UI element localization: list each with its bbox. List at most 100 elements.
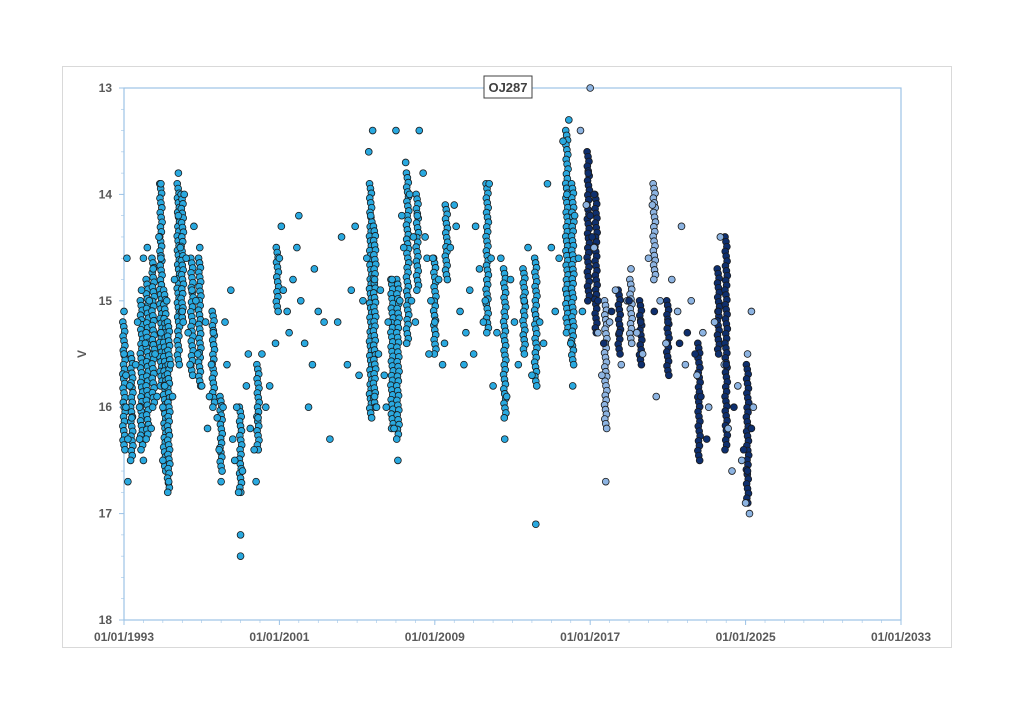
- data-point: [170, 275, 179, 284]
- band-point: [616, 350, 624, 358]
- data-point: [741, 499, 750, 507]
- data-point: [409, 233, 418, 241]
- data-point: [180, 190, 189, 199]
- data-point: [528, 371, 536, 380]
- band-point: [443, 275, 452, 284]
- data-point: [456, 307, 464, 316]
- data-point: [380, 371, 389, 380]
- data-point: [578, 307, 587, 316]
- data-point: [157, 328, 165, 337]
- data-point: [625, 297, 633, 305]
- data-point: [673, 307, 682, 316]
- data-point: [633, 328, 641, 337]
- data-point: [576, 126, 585, 135]
- plot-area-border: [123, 87, 902, 621]
- x-tick-label: 01/01/2009: [405, 630, 465, 644]
- data-point: [430, 318, 439, 326]
- data-point: [481, 297, 490, 305]
- data-point: [347, 286, 356, 294]
- data-point: [351, 222, 359, 231]
- data-point: [141, 339, 150, 348]
- data-point: [644, 254, 653, 263]
- y-tick-label: 17: [99, 507, 113, 521]
- data-point: [238, 467, 247, 475]
- data-point: [366, 211, 375, 220]
- data-point: [693, 371, 701, 380]
- data-point: [217, 477, 225, 486]
- data-point: [242, 382, 251, 390]
- band-point: [637, 360, 646, 369]
- data-point: [662, 339, 670, 348]
- data-point: [520, 297, 528, 305]
- data-point: [149, 265, 157, 273]
- band-point: [695, 456, 704, 465]
- data-point: [124, 477, 132, 486]
- data-point: [702, 435, 711, 443]
- data-point: [221, 318, 229, 326]
- band-point: [218, 467, 226, 475]
- data-point: [205, 392, 214, 401]
- data-point: [704, 403, 713, 412]
- data-point: [228, 435, 237, 443]
- data-point: [650, 307, 659, 316]
- chart-frame: 13 14 15 16 17 18 01/01/1993 01/01/2001 01/01/20…: [62, 66, 952, 648]
- data-point: [574, 254, 583, 263]
- data-point: [320, 318, 328, 326]
- data-point: [190, 222, 198, 231]
- data-point: [192, 297, 200, 305]
- band-point: [482, 328, 491, 337]
- data-point: [559, 137, 567, 145]
- data-point: [195, 243, 204, 252]
- y-tick-label: 15: [99, 294, 113, 308]
- band-point: [627, 339, 636, 348]
- data-point: [743, 350, 752, 358]
- data-point: [236, 552, 245, 560]
- data-point: [590, 190, 598, 199]
- data-point: [747, 424, 756, 433]
- data-point: [135, 403, 144, 412]
- data-point: [683, 328, 692, 337]
- x-tick-label: 01/01/1993: [94, 630, 154, 644]
- data-point: [254, 414, 262, 422]
- data-point: [535, 318, 544, 326]
- data-point: [716, 233, 725, 241]
- data-point: [697, 392, 705, 401]
- data-point: [462, 328, 470, 337]
- band-point: [179, 318, 188, 326]
- data-point: [636, 318, 645, 326]
- data-point: [265, 382, 274, 390]
- data-point: [271, 339, 280, 348]
- data-point: [691, 350, 699, 358]
- data-point: [687, 297, 696, 305]
- data-point: [126, 382, 134, 390]
- data-point: [427, 297, 435, 305]
- data-point: [730, 403, 738, 412]
- data-point: [164, 477, 173, 486]
- y-tick-label: 18: [99, 613, 113, 627]
- data-point: [203, 424, 212, 433]
- chart-title-frame: [483, 75, 533, 99]
- data-point: [737, 456, 746, 465]
- data-point: [296, 297, 305, 305]
- data-point: [675, 339, 684, 348]
- data-point: [677, 222, 686, 231]
- data-point: [236, 531, 245, 539]
- band-point: [274, 307, 282, 316]
- data-point: [460, 360, 468, 369]
- data-point: [555, 254, 563, 263]
- data-point: [446, 243, 455, 252]
- data-point: [120, 307, 128, 316]
- band-point: [402, 339, 411, 348]
- y-axis-title: V: [75, 350, 89, 358]
- data-point: [139, 254, 148, 263]
- data-point: [747, 307, 756, 316]
- data-point: [295, 211, 303, 220]
- data-point: [232, 403, 241, 412]
- data-point: [405, 190, 414, 199]
- data-point: [590, 243, 598, 252]
- data-point: [475, 265, 484, 273]
- data-point: [450, 201, 459, 209]
- data-point: [122, 371, 130, 380]
- band-point: [602, 424, 611, 433]
- data-point: [588, 233, 596, 241]
